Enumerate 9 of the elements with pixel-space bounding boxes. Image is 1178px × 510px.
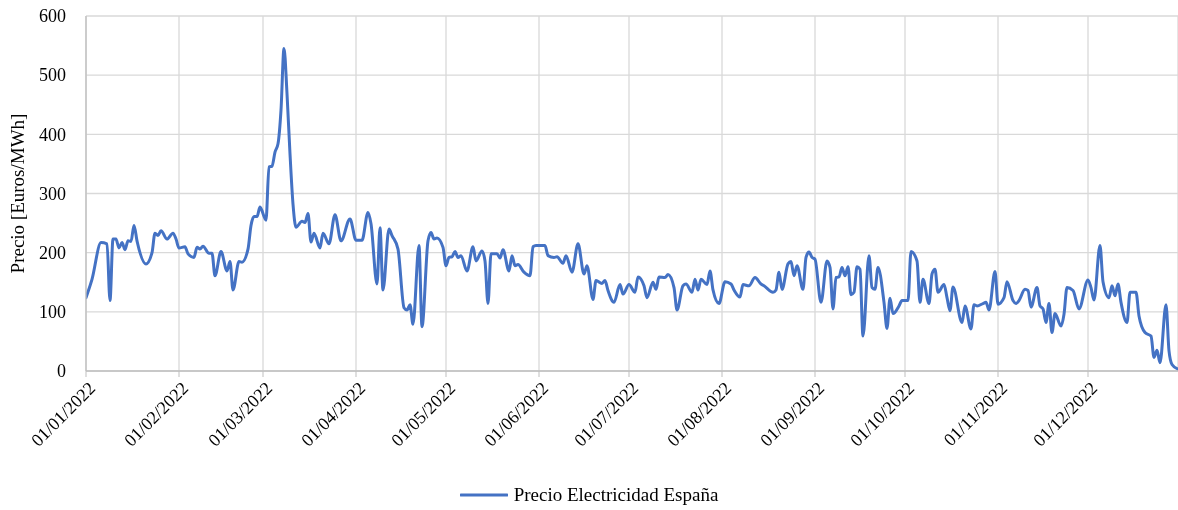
y-tick-label: 300 xyxy=(39,183,66,204)
y-tick-label: 500 xyxy=(39,65,66,86)
y-tick-label: 0 xyxy=(57,361,66,382)
y-tick-label: 100 xyxy=(39,302,66,323)
y-tick-label: 400 xyxy=(39,124,66,145)
y-axis-title: Precio [Euros/MWh] xyxy=(7,113,29,274)
y-tick-label: 200 xyxy=(39,242,66,263)
y-tick-label: 600 xyxy=(39,6,66,27)
legend-label: Precio Electricidad España xyxy=(513,484,719,506)
